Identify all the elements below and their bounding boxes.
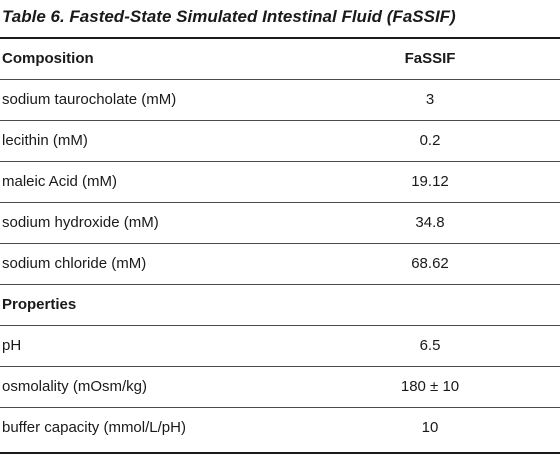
table-row: osmolality (mOsm/kg) 180 ± 10 [0, 366, 560, 408]
fassif-table: Composition FaSSIF sodium taurocholate (… [0, 39, 560, 448]
table-row: sodium chloride (mM) 68.62 [0, 243, 560, 285]
table-row: maleic Acid (mM) 19.12 [0, 161, 560, 203]
properties-heading: Properties [0, 284, 340, 326]
row-value: 68.62 [340, 243, 560, 285]
row-label: pH [0, 325, 340, 367]
row-value: 3 [340, 79, 560, 121]
properties-header-row: Properties [0, 284, 560, 326]
row-label: sodium hydroxide (mM) [0, 202, 340, 244]
row-value: 34.8 [340, 202, 560, 244]
row-value: 180 ± 10 [340, 366, 560, 408]
fassif-header: FaSSIF [340, 39, 560, 80]
composition-header-row: Composition FaSSIF [0, 39, 560, 80]
row-label: osmolality (mOsm/kg) [0, 366, 340, 408]
row-label: lecithin (mM) [0, 120, 340, 162]
top-rule [0, 37, 560, 39]
table-row: sodium hydroxide (mM) 34.8 [0, 202, 560, 244]
table-row: pH 6.5 [0, 325, 560, 367]
row-value: 19.12 [340, 161, 560, 203]
composition-header: Composition [0, 39, 340, 80]
table-row: sodium taurocholate (mM) 3 [0, 79, 560, 121]
table-row: buffer capacity (mmol/L/pH) 10 [0, 408, 560, 449]
table-caption: Table 6. Fasted-State Simulated Intestin… [2, 7, 456, 26]
row-value: 6.5 [340, 325, 560, 367]
row-label: maleic Acid (mM) [0, 161, 340, 203]
properties-header-empty [340, 284, 560, 326]
row-label: buffer capacity (mmol/L/pH) [2, 419, 186, 436]
table-row: lecithin (mM) 0.2 [0, 120, 560, 162]
bottom-rule [0, 452, 560, 454]
row-label: sodium taurocholate (mM) [0, 79, 340, 121]
row-value: 0.2 [340, 120, 560, 162]
row-value: 10 [421, 419, 439, 436]
row-label: sodium chloride (mM) [0, 243, 340, 285]
